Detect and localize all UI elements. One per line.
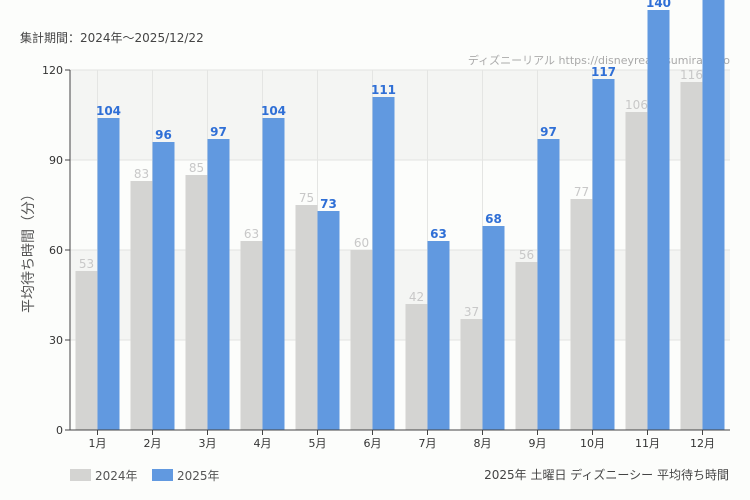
bar-2024年-10月	[570, 199, 593, 430]
grid-band	[70, 70, 730, 160]
y-tick-label: 30	[49, 334, 63, 347]
data-label: 96	[155, 128, 172, 142]
data-label: 63	[430, 227, 447, 241]
data-label: 140	[646, 0, 671, 10]
grid-band	[70, 250, 730, 340]
x-tick-label: 1月	[89, 437, 107, 450]
period-label: 集計期間：2024年〜2025/12/22	[20, 31, 204, 45]
x-tick-label: 3月	[199, 437, 217, 450]
legend-label: 2024年	[95, 469, 138, 483]
x-tick-label: 6月	[364, 437, 382, 450]
bar-2025年-4月	[262, 118, 285, 430]
legend-label: 2025年	[177, 469, 220, 483]
bar-2025年-1月	[97, 118, 120, 430]
data-label: 53	[79, 257, 94, 271]
bar-2025年-11月	[647, 10, 670, 430]
data-label: 77	[574, 185, 589, 199]
bar-2024年-6月	[350, 250, 373, 430]
grid-band	[70, 340, 730, 430]
data-label: 85	[189, 161, 204, 175]
bar-2025年-5月	[317, 211, 340, 430]
data-label: 104	[96, 104, 121, 118]
data-label: 42	[409, 290, 424, 304]
bar-2025年-9月	[537, 139, 560, 430]
bar-2024年-12月	[680, 82, 703, 430]
data-label: 63	[244, 227, 259, 241]
data-label: 116	[680, 68, 703, 82]
data-label: 104	[261, 104, 286, 118]
legend-swatch	[152, 469, 173, 481]
x-tick-label: 4月	[254, 437, 272, 450]
bar-2025年-12月	[702, 0, 725, 430]
bar-2024年-9月	[515, 262, 538, 430]
x-tick-label: 8月	[474, 437, 492, 450]
data-label: 68	[485, 212, 502, 226]
y-tick-label: 60	[49, 244, 63, 257]
x-tick-label: 12月	[690, 437, 715, 450]
bar-2025年-2月	[152, 142, 175, 430]
chart-title: 2025年 土曜日 ディズニーシー 平均待ち時間	[484, 467, 729, 482]
bar-2025年-10月	[592, 79, 615, 430]
bar-2025年-6月	[372, 97, 395, 430]
bar-2025年-8月	[482, 226, 505, 430]
bar-2024年-5月	[295, 205, 318, 430]
bar-2024年-11月	[625, 112, 648, 430]
bar-2024年-8月	[460, 319, 483, 430]
x-tick-label: 9月	[529, 437, 547, 450]
bar-2024年-7月	[405, 304, 428, 430]
data-label: 97	[540, 125, 557, 139]
data-label: 83	[134, 167, 149, 181]
x-tick-label: 5月	[309, 437, 327, 450]
x-tick-label: 11月	[635, 437, 660, 450]
bar-2025年-3月	[207, 139, 230, 430]
legend-swatch	[70, 469, 91, 481]
y-tick-label: 90	[49, 154, 63, 167]
y-tick-label: 120	[42, 64, 63, 77]
data-label: 73	[320, 197, 337, 211]
data-label: 37	[464, 305, 479, 319]
data-label: 117	[591, 65, 616, 79]
bar-2024年-1月	[75, 271, 98, 430]
data-label: 56	[519, 248, 534, 262]
x-tick-label: 7月	[419, 437, 437, 450]
x-tick-label: 10月	[580, 437, 605, 450]
bar-2025年-7月	[427, 241, 450, 430]
data-label: 106	[625, 98, 648, 112]
y-tick-label: 0	[56, 424, 63, 437]
bar-2024年-4月	[240, 241, 263, 430]
bar-2024年-3月	[185, 175, 208, 430]
x-tick-label: 2月	[144, 437, 162, 450]
data-label: 111	[371, 83, 396, 97]
grid-band	[70, 160, 730, 250]
y-axis-label: 平均待ち時間（分）	[21, 187, 37, 313]
data-label: 75	[299, 191, 314, 205]
data-label: 97	[210, 125, 227, 139]
data-label: 60	[354, 236, 369, 250]
bar-2024年-2月	[130, 181, 153, 430]
